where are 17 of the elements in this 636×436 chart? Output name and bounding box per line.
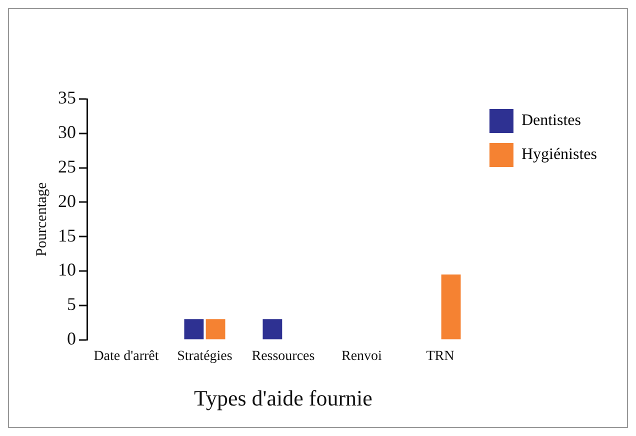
y-tick-label: 20 <box>58 190 76 211</box>
x-tick-label: TRN <box>426 348 454 364</box>
y-tick-label: 25 <box>58 156 76 177</box>
x-tick-label: Stratégies <box>177 348 232 364</box>
legend-label: Dentistes <box>521 112 581 130</box>
y-tick-label: 15 <box>58 225 76 246</box>
x-tick-label: Date d'arrêt <box>94 348 159 364</box>
y-tick-label: 30 <box>58 122 76 142</box>
x-tick-label: Renvoi <box>341 348 382 364</box>
x-tick-label: Ressources <box>252 348 315 364</box>
y-tick-label: 5 <box>67 294 76 314</box>
y-axis-title: Pourcentage <box>34 182 50 256</box>
y-tick-label: 0 <box>67 328 76 349</box>
legend-label: Hygiénistes <box>521 146 597 164</box>
y-tick-label: 10 <box>58 260 76 280</box>
y-tick-label: 35 <box>58 88 76 108</box>
x-axis-title: Types d'aide fournie <box>194 386 372 411</box>
